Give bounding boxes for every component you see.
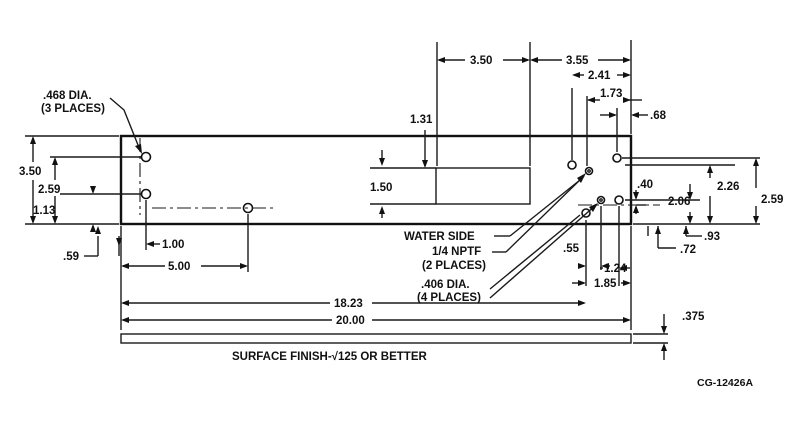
hole-468-upper <box>140 151 152 163</box>
callout-2-places: (2 PLACES) <box>422 260 486 272</box>
nptf-port-b <box>596 195 606 205</box>
drawing-id: CG-12426A <box>697 377 753 389</box>
dim-1-50: 1.50 <box>370 182 392 194</box>
dim-55: .55 <box>563 243 580 255</box>
dim-59: .59 <box>63 251 79 263</box>
dim-1-24: 1.24 <box>604 263 627 275</box>
dim-1-85: 1.85 <box>594 278 617 290</box>
dim-40: .40 <box>637 179 653 191</box>
callout-labels: .468 DIA. (3 PLACES) WATER SIDE 1/4 NPTF… <box>41 90 486 304</box>
extension-lines <box>25 40 760 344</box>
dim-2-06: 2.06 <box>668 196 690 208</box>
dimension-labels: 3.50 3.55 2.41 1.73 .68 1.31 1.50 3.50 2… <box>19 55 783 327</box>
dim-1-00: 1.00 <box>162 239 184 251</box>
dim-1-13: 1.13 <box>33 205 55 217</box>
dimension-lines <box>30 57 759 360</box>
dim-2-41: 2.41 <box>588 70 611 82</box>
dim-5-00: 5.00 <box>168 261 190 273</box>
dim-18-23: 18.23 <box>334 298 363 310</box>
callout-4-places: (4 PLACES) <box>417 292 481 304</box>
callout-water-side: WATER SIDE <box>404 231 475 243</box>
callout-3-places: (3 PLACES) <box>41 103 105 115</box>
surface-finish-note: SURFACE FINISH-√125 OR BETTER <box>232 350 428 363</box>
hole-406-b <box>612 153 622 163</box>
water-window <box>435 167 531 205</box>
hole-468-middle <box>140 188 152 200</box>
dim-3-55: 3.55 <box>566 55 589 67</box>
callout-406-dia: .406 DIA. <box>421 279 470 291</box>
dim-3-50-top: 3.50 <box>470 55 492 67</box>
nptf-port-a <box>584 166 594 176</box>
dim-20-00: 20.00 <box>336 315 365 327</box>
plate-side-view <box>120 333 632 344</box>
dim-2-59-left: 2.59 <box>38 184 60 196</box>
dim-1-31: 1.31 <box>410 114 433 126</box>
dim-68: .68 <box>650 110 667 122</box>
plate-top-view <box>119 134 633 226</box>
hole-406-a <box>567 160 577 170</box>
callout-nptf: 1/4 NPTF <box>432 246 481 258</box>
dim-2-26: 2.26 <box>717 181 739 193</box>
dim-93: .93 <box>704 231 720 243</box>
dim-375: .375 <box>682 311 705 323</box>
dim-72: .72 <box>680 244 696 256</box>
callout-468-dia: .468 DIA. <box>43 90 92 102</box>
dim-3-50-left: 3.50 <box>19 166 41 178</box>
dim-1-73: 1.73 <box>600 88 622 100</box>
holes <box>140 151 624 218</box>
leader-lines <box>109 97 598 299</box>
dim-2-59-right: 2.59 <box>761 194 783 206</box>
hole-406-d <box>614 195 624 205</box>
